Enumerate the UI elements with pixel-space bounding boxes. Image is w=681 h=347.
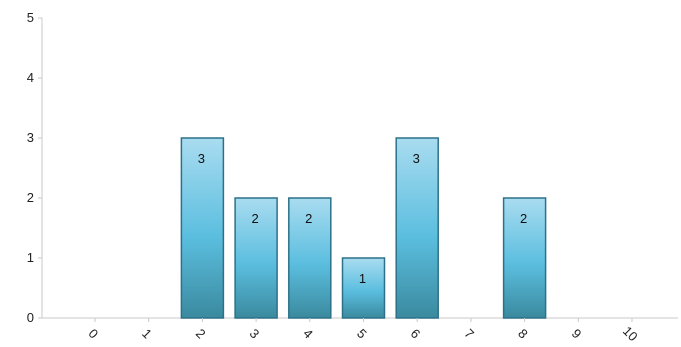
x-tick-label: 5 [354,326,370,342]
bar-data-label: 3 [413,151,420,166]
y-tick-label: 0 [27,310,34,325]
x-tick-label: 4 [300,326,316,342]
x-tick-label: 6 [408,326,424,342]
bar [502,197,547,319]
bar-data-label: 2 [305,211,312,226]
bar [288,197,332,319]
bar [341,257,386,319]
y-tick-label: 5 [27,10,34,25]
bar-data-label: 1 [359,271,366,286]
bar [180,137,225,319]
x-tick-label: 3 [247,326,263,342]
x-tick-label: 8 [515,326,531,342]
x-tick-label: 0 [85,326,101,342]
x-axis-ticks: 0 1 2 3 4 5 6 7 8 9 10 [85,318,641,344]
y-tick-label: 2 [27,190,34,205]
x-tick-label: 1 [139,326,155,342]
x-tick-label: 10 [620,323,641,344]
data-labels: 3 2 2 1 3 2 [198,151,527,286]
y-tick-label: 4 [27,70,34,85]
bars [180,137,547,319]
x-tick-label: 7 [461,326,477,342]
bar [395,137,439,319]
bar-data-label: 2 [251,211,258,226]
y-tick-label: 3 [27,130,34,145]
bar-data-label: 3 [198,151,205,166]
y-tick-label: 1 [27,250,34,265]
x-tick-label: 2 [193,326,209,342]
bar-data-label: 2 [520,211,527,226]
x-tick-label: 9 [569,326,585,342]
y-axis-ticks: 0 1 2 3 4 5 [27,10,42,325]
